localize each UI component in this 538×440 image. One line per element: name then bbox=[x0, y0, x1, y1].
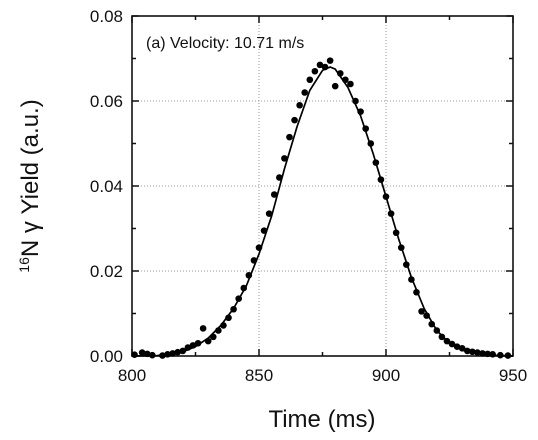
data-point bbox=[159, 352, 166, 359]
data-point bbox=[204, 337, 212, 345]
data-point bbox=[255, 244, 263, 251]
data-point bbox=[301, 89, 309, 96]
x-axis-label: Time (ms) bbox=[268, 406, 375, 433]
y-tick-label: 0.02 bbox=[90, 262, 123, 281]
data-point bbox=[453, 343, 461, 350]
y-tick-label: 0.04 bbox=[90, 177, 123, 196]
y-tick-labels: 0.00 0.02 0.04 0.06 0.08 bbox=[90, 7, 123, 366]
data-point bbox=[382, 193, 390, 200]
data-point bbox=[438, 333, 446, 341]
x-tick-label: 900 bbox=[372, 366, 400, 385]
data-point bbox=[250, 257, 258, 264]
data-point bbox=[326, 57, 334, 64]
data-point bbox=[397, 244, 405, 251]
y-axis-label-main: N γ Yield (a.u.) bbox=[17, 99, 44, 257]
data-point bbox=[367, 140, 375, 147]
data-point bbox=[377, 176, 385, 183]
data-point bbox=[215, 327, 222, 334]
data-point bbox=[423, 312, 430, 319]
data-point bbox=[504, 352, 512, 359]
data-point bbox=[392, 229, 400, 237]
data-point bbox=[403, 261, 410, 268]
data-point bbox=[240, 284, 248, 292]
data-point bbox=[138, 349, 146, 356]
data-point bbox=[306, 76, 314, 84]
data-point bbox=[174, 348, 182, 356]
data-point bbox=[235, 295, 242, 302]
data-points bbox=[131, 57, 512, 359]
data-point bbox=[497, 351, 504, 359]
y-tick-label: 0.00 bbox=[90, 347, 123, 366]
annotation-text: (a) Velocity: 10.71 m/s bbox=[146, 35, 304, 52]
data-point bbox=[362, 125, 369, 132]
data-point bbox=[458, 345, 466, 352]
data-point bbox=[347, 80, 354, 88]
data-point bbox=[463, 347, 471, 355]
data-point bbox=[164, 351, 171, 358]
data-point bbox=[387, 210, 395, 217]
data-point bbox=[291, 116, 298, 124]
y-tick-label: 0.08 bbox=[90, 7, 123, 26]
data-point bbox=[184, 344, 192, 351]
x-tick-label: 800 bbox=[118, 366, 146, 385]
data-point bbox=[286, 133, 293, 141]
y-axis-label-superscript: 16 bbox=[16, 257, 32, 273]
data-point bbox=[260, 227, 268, 234]
y-tick-label: 0.06 bbox=[90, 92, 123, 111]
data-point bbox=[372, 159, 380, 166]
data-point bbox=[245, 271, 253, 279]
data-point bbox=[352, 97, 359, 105]
data-point bbox=[209, 333, 217, 341]
data-point bbox=[149, 351, 156, 359]
data-point bbox=[443, 337, 451, 345]
data-point bbox=[321, 63, 329, 71]
data-point bbox=[413, 288, 420, 296]
data-point bbox=[469, 348, 476, 356]
data-point bbox=[479, 350, 486, 357]
data-point bbox=[281, 155, 288, 162]
data-point bbox=[357, 108, 364, 115]
grid bbox=[132, 16, 513, 356]
x-tick-label: 850 bbox=[245, 366, 273, 385]
data-point bbox=[489, 351, 496, 358]
data-point bbox=[189, 342, 197, 349]
data-point bbox=[194, 339, 202, 347]
data-point bbox=[131, 351, 138, 359]
data-point bbox=[418, 308, 425, 315]
x-tick-labels: 800 850 900 950 bbox=[118, 366, 527, 385]
data-point bbox=[265, 210, 273, 217]
data-point bbox=[336, 70, 344, 77]
data-point bbox=[433, 327, 441, 334]
data-point bbox=[448, 340, 456, 348]
data-point bbox=[220, 322, 227, 329]
x-tick-label: 950 bbox=[499, 366, 527, 385]
data-point bbox=[311, 67, 319, 75]
y-axis-label-group: 16N γ Yield (a.u.) bbox=[16, 99, 44, 272]
y-axis-label: 16N γ Yield (a.u.) bbox=[16, 99, 44, 272]
data-point bbox=[316, 61, 324, 69]
data-point bbox=[276, 174, 283, 181]
data-point bbox=[179, 347, 187, 355]
data-point bbox=[408, 276, 415, 283]
data-point bbox=[428, 320, 436, 328]
data-point bbox=[296, 101, 303, 109]
data-point bbox=[474, 349, 481, 356]
data-point bbox=[484, 350, 491, 358]
data-point bbox=[270, 191, 278, 198]
data-point bbox=[331, 82, 339, 90]
data-point bbox=[143, 350, 151, 358]
data-point bbox=[225, 314, 232, 322]
data-point bbox=[199, 325, 207, 332]
data-point bbox=[230, 305, 237, 313]
data-point bbox=[169, 350, 176, 357]
data-point bbox=[342, 76, 349, 84]
fit-curve bbox=[131, 66, 514, 357]
